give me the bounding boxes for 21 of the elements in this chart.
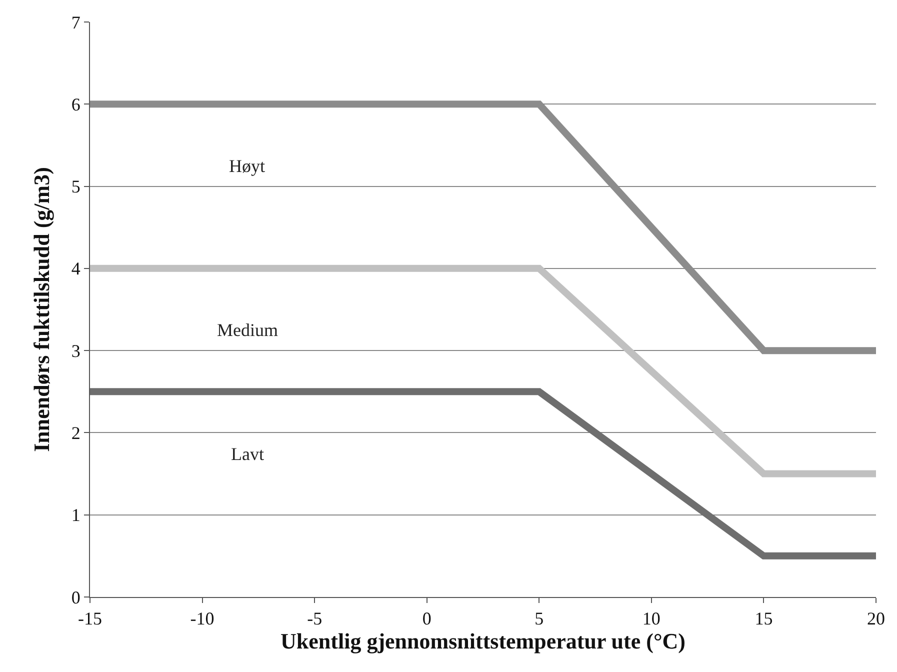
text: Medium: [217, 320, 278, 340]
x-tick-label: -5: [307, 608, 322, 629]
x-tick-label: 15: [754, 608, 773, 629]
y-tick-label: 0: [71, 587, 80, 608]
x-tick-label: 10: [642, 608, 660, 629]
y-tick-label: 3: [71, 340, 80, 361]
x-tick-label: -15: [78, 608, 102, 629]
y-tick-label: 6: [71, 94, 80, 114]
x-tick-label: 20: [867, 608, 885, 629]
x-tick-label: 0: [422, 608, 432, 629]
y-tick-label: 4: [71, 258, 80, 279]
x-tick-label: 5: [534, 608, 544, 629]
text: Høyt: [229, 156, 265, 176]
x-axis-title: Ukentlig gjennomsnittstemperatur ute (°C): [280, 628, 686, 654]
y-tick-label: 1: [71, 505, 80, 526]
y-tick-label: 2: [71, 423, 80, 444]
x-tick-label: -10: [190, 608, 214, 629]
y-tick-label: 5: [71, 176, 80, 197]
y-tick-label: 7: [71, 12, 80, 32]
text: Lavt: [231, 444, 264, 464]
y-axis-title: Innendørs fukttilskudd (g/m3): [29, 167, 54, 452]
